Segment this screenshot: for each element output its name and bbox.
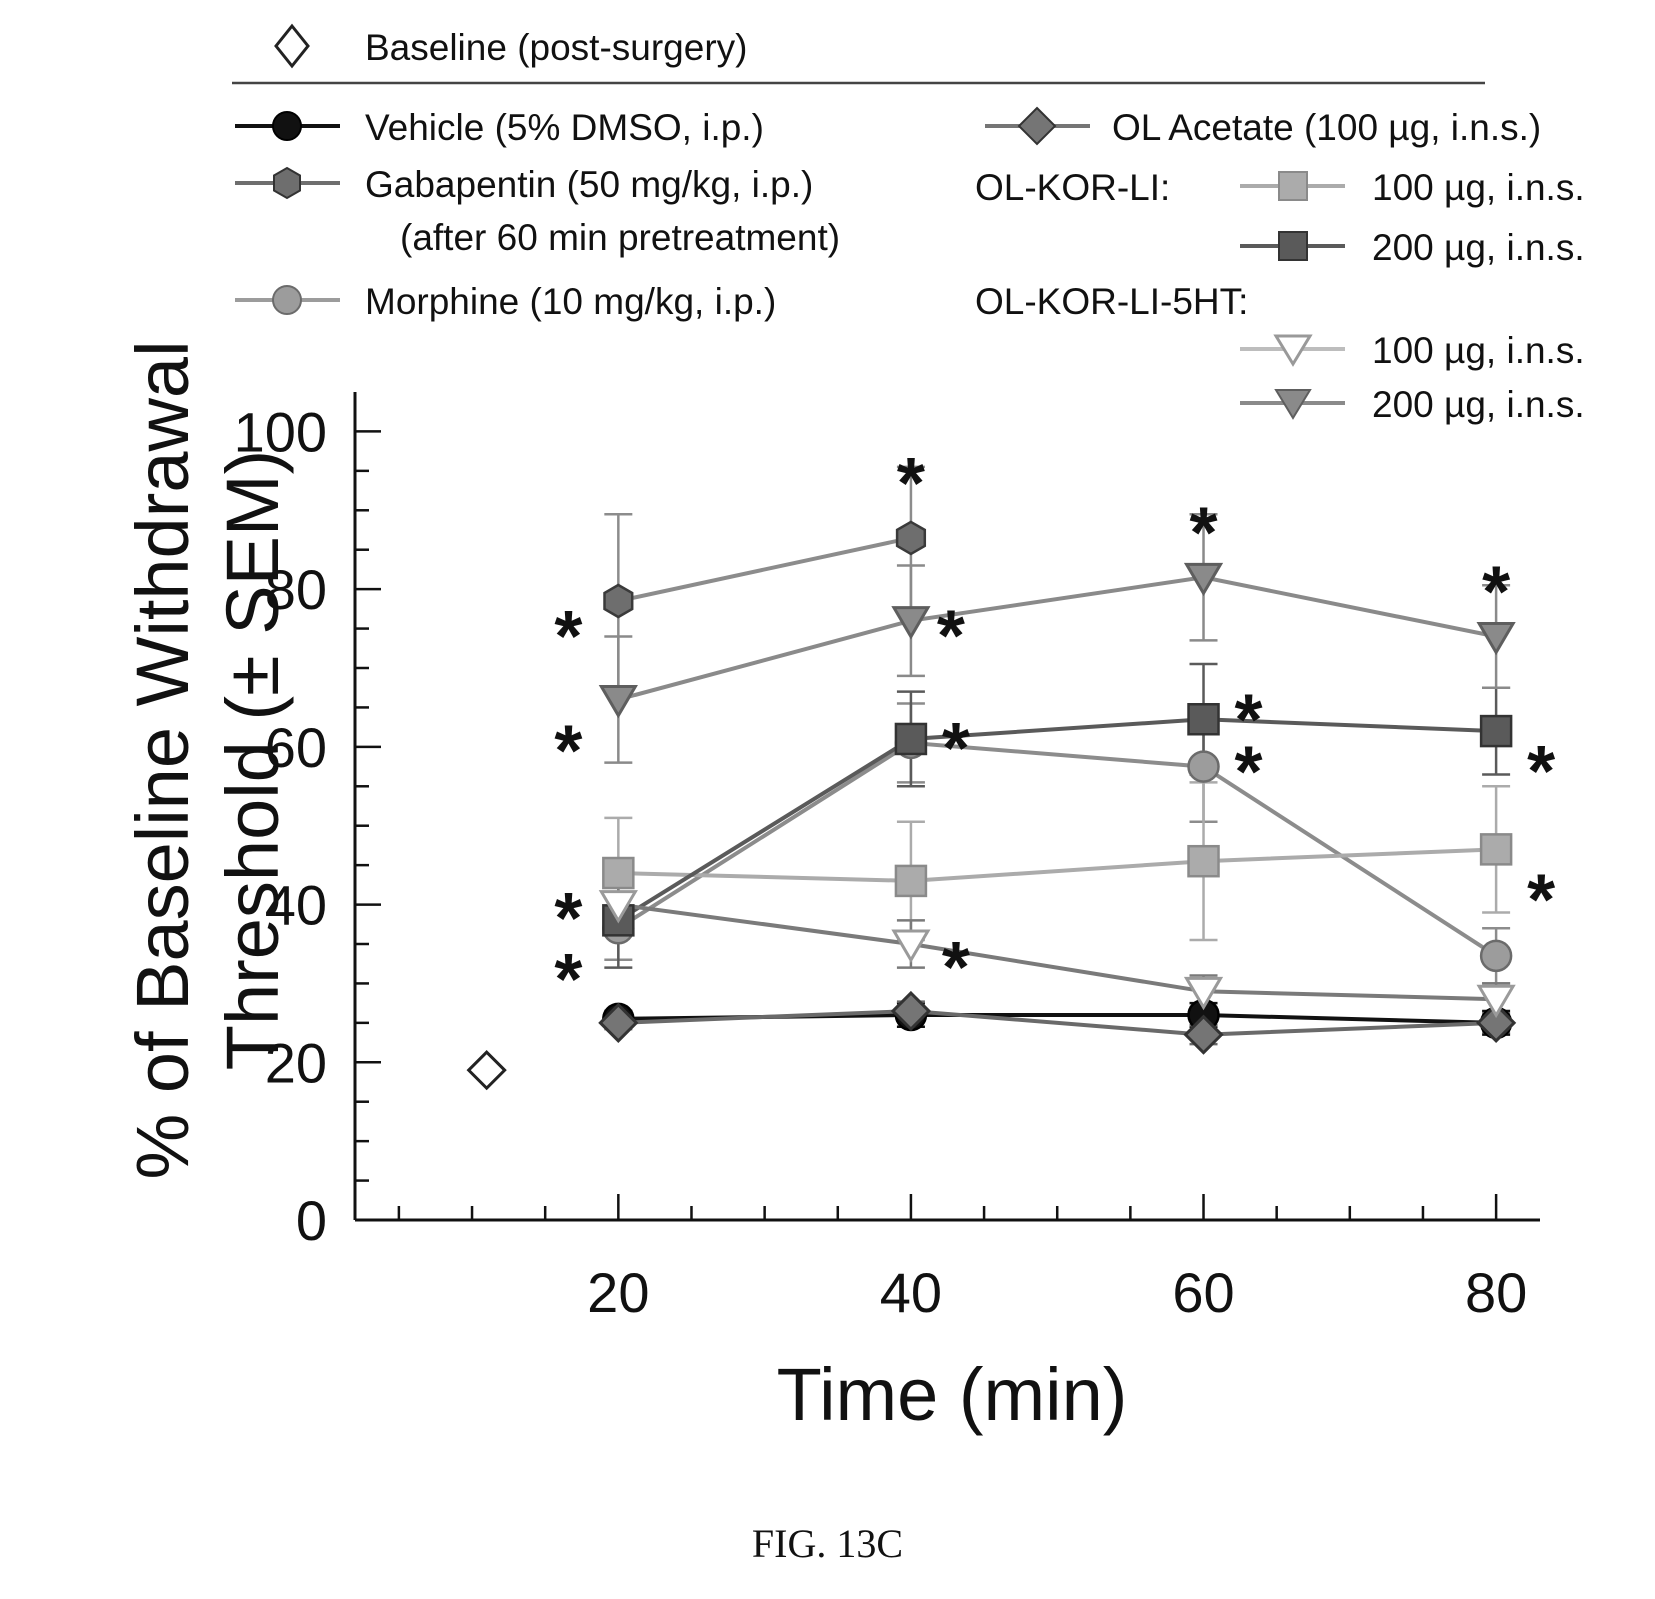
data-point-ht_100 — [1183, 976, 1224, 1011]
significance-star: * — [1482, 552, 1510, 632]
data-point-ht_100 — [598, 890, 638, 924]
data-point-ht_200 — [1476, 621, 1516, 656]
y-axis-title-line1: % of Baseline Withdrawal — [121, 340, 204, 1179]
series-line-ol_acetate — [618, 1008, 1497, 1037]
significance-star: * — [554, 597, 582, 677]
data-point-ht_200 — [1183, 562, 1224, 597]
series-ht_100 — [604, 879, 1511, 1017]
x-tick-label: 20 — [587, 1261, 649, 1324]
significance-star: * — [1527, 732, 1555, 812]
significance-star: * — [554, 879, 582, 959]
series-line-kor_200 — [617, 717, 1497, 923]
legend-gabapentin-marker — [273, 166, 301, 200]
x-tick-label: 40 — [880, 1261, 942, 1324]
data-point-kor_200 — [1187, 703, 1220, 736]
y-axis-title-line2: Threshold (± SEM) — [211, 450, 294, 1070]
legend-kor-200-marker — [1278, 231, 1308, 261]
data-point-ol_acetate — [890, 990, 932, 1032]
legend-morphine-label: Morphine (10 mg/kg, i.p.) — [365, 281, 776, 322]
series-line-gabapentin — [617, 535, 912, 603]
y-tick-label: 0 — [296, 1189, 327, 1252]
data-point-ht_100 — [1476, 984, 1516, 1019]
figure-caption: FIG. 13C — [751, 1521, 904, 1566]
data-point-morphine — [1187, 750, 1220, 783]
significance-star: * — [1235, 733, 1263, 813]
y-tick-label: 80 — [265, 558, 327, 621]
legend-kor-100-marker — [1278, 171, 1308, 201]
data-point-kor_200 — [1479, 714, 1513, 748]
significance-star: * — [942, 709, 970, 789]
data-point-ht_200 — [891, 606, 931, 640]
baseline-data-point — [466, 1050, 507, 1091]
plot-area: **** ** ******** — [466, 444, 1555, 1091]
axes: 0 20 40 60 80 100 20 40 60 80 — [234, 392, 1540, 1324]
y-tick-label: 40 — [265, 874, 327, 937]
data-point-kor_100 — [602, 856, 635, 890]
legend-baseline-label: Baseline (post-surgery) — [365, 27, 747, 68]
data-point-kor_100 — [894, 864, 928, 898]
x-axis-title: Time (min) — [777, 1353, 1128, 1436]
significance-star: * — [554, 940, 582, 1020]
legend-ht-100-label: 100 µg, i.n.s. — [1372, 330, 1585, 371]
legend-baseline-marker — [274, 23, 310, 69]
series-line-morphine — [617, 740, 1498, 958]
legend-ht-200-label: 200 µg, i.n.s. — [1372, 384, 1585, 425]
y-tick-label: 20 — [265, 1031, 327, 1094]
legend-ht-100-marker — [1273, 334, 1313, 367]
significance-star: * — [897, 444, 925, 524]
legend-morphine-marker — [272, 285, 302, 315]
data-point-kor_200 — [894, 722, 928, 756]
data-point-kor_100 — [1479, 833, 1513, 866]
series-line-ht_200 — [617, 575, 1497, 702]
data-point-morphine — [1479, 939, 1513, 973]
data-point-ol_acetate — [598, 1002, 639, 1043]
series-kor_100 — [604, 781, 1511, 942]
series-line-ht_100 — [618, 902, 1497, 1002]
series-line-kor_100 — [618, 847, 1497, 883]
legend-ol-kor-li-5ht-header: OL-KOR-LI-5HT: — [975, 281, 1248, 322]
legend: Baseline (post-surgery) Vehicle (5% DMSO… — [232, 23, 1585, 425]
x-tick-label: 80 — [1465, 1261, 1527, 1324]
data-point-kor_100 — [1187, 844, 1220, 878]
legend-kor-100-label: 100 µg, i.n.s. — [1372, 167, 1585, 208]
legend-ol-kor-li-header: OL-KOR-LI: — [975, 167, 1170, 208]
significance-star: * — [1527, 860, 1555, 940]
significance-star: * — [937, 597, 965, 677]
series-ol_acetate — [604, 1000, 1511, 1046]
legend-ht-200-marker — [1274, 389, 1312, 420]
data-point-gabapentin — [895, 520, 927, 556]
data-point-ol_acetate — [1183, 1014, 1224, 1055]
x-tick-label: 60 — [1172, 1261, 1234, 1324]
legend-ol-acetate-marker — [1017, 106, 1057, 146]
legend-gabapentin-label-line2: (after 60 min pretreatment) — [400, 217, 840, 258]
y-tick-label: 60 — [265, 716, 327, 779]
data-point-ol_acetate — [1475, 1002, 1517, 1043]
significance-star: * — [554, 712, 582, 792]
data-point-ht_100 — [891, 929, 931, 963]
y-tick-label: 100 — [234, 400, 327, 463]
significance-star: * — [1235, 680, 1263, 760]
significance-star: * — [942, 928, 970, 1008]
legend-gabapentin-label: Gabapentin (50 mg/kg, i.p.) — [365, 164, 813, 205]
data-point-ht_200 — [598, 685, 638, 719]
series-gabapentin — [604, 465, 925, 689]
data-point-gabapentin — [603, 583, 634, 619]
legend-ol-acetate-label: OL Acetate (100 µg, i.n.s.) — [1112, 107, 1541, 148]
legend-kor-200-label: 200 µg, i.n.s. — [1372, 227, 1585, 268]
legend-vehicle-label: Vehicle (5% DMSO, i.p.) — [365, 107, 764, 148]
significance-star: * — [1190, 493, 1218, 573]
legend-vehicle-marker — [272, 111, 302, 141]
